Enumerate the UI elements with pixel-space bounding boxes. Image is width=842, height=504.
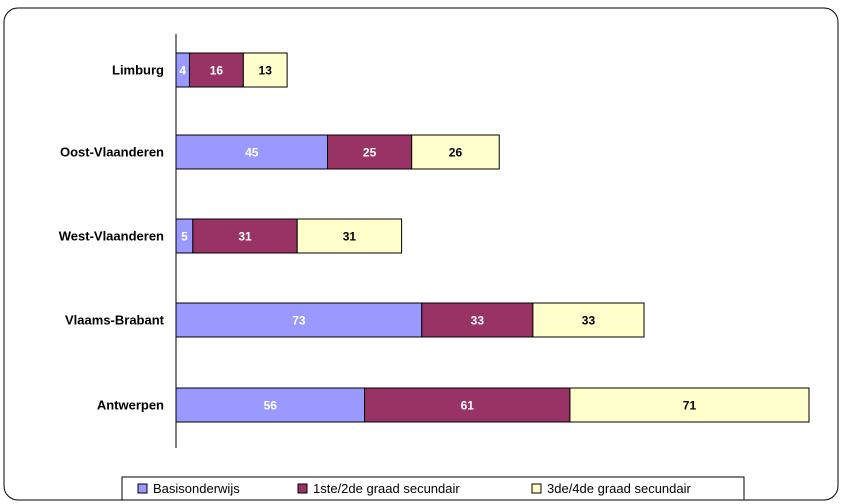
data-label-west-vlaanderen-series-2: 31	[238, 230, 252, 244]
data-label-bg-antwerpen-series-2	[458, 397, 477, 413]
legend-box	[121, 476, 745, 501]
legend-label-3: 3de/4de graad secundair	[547, 481, 692, 496]
data-label-oost-vlaanderen-series-1: 45	[245, 146, 259, 160]
data-label-bg-antwerpen-series-1	[261, 397, 280, 413]
legend-swatch-3	[531, 483, 542, 494]
data-label-antwerpen-series-3: 71	[683, 399, 697, 413]
legend-swatch-2	[297, 483, 308, 494]
category-label-oost-vlaanderen: Oost-Vlaanderen	[60, 145, 164, 160]
data-label-bg-antwerpen-series-3	[680, 397, 699, 413]
category-label-vlaams-brabant: Vlaams-Brabant	[65, 313, 165, 328]
data-label-west-vlaanderen-series-1: 5	[181, 230, 188, 244]
data-label-oost-vlaanderen-series-2: 25	[363, 146, 377, 160]
data-label-west-vlaanderen-series-3: 31	[343, 230, 357, 244]
data-label-vlaams-brabant-series-1: 73	[292, 314, 306, 328]
data-label-limburg-series-2: 16	[210, 64, 224, 78]
data-label-oost-vlaanderen-series-3: 26	[449, 146, 463, 160]
data-label-vlaams-brabant-series-3: 33	[582, 314, 596, 328]
plot-area: 4 16 13 45 25 26 5 31 31 73 33 33 56 61 71	[175, 52, 810, 423]
data-label-bg-west-vlaanderen-series-1	[178, 228, 190, 244]
data-label-bg-limburg-series-3	[256, 62, 275, 78]
data-label-antwerpen-series-2: 61	[461, 399, 475, 413]
data-label-bg-oost-vlaanderen-series-2	[360, 144, 379, 160]
legend-label-2: 1ste/2de graad secundair	[313, 481, 460, 496]
data-label-vlaams-brabant-series-2: 33	[471, 314, 485, 328]
data-label-bg-vlaams-brabant-series-2	[468, 312, 487, 328]
category-label-west-vlaanderen: West-Vlaanderen	[59, 229, 164, 244]
legend: Basisonderwijs 1ste/2de graad secundair 3d…	[121, 476, 745, 501]
category-label-antwerpen: Antwerpen	[97, 398, 164, 413]
data-label-antwerpen-series-1: 56	[264, 399, 278, 413]
category-label-limburg: Limburg	[112, 63, 164, 78]
data-label-bg-vlaams-brabant-series-1	[289, 312, 308, 328]
chart-border	[3, 7, 839, 501]
data-label-bg-limburg-series-2	[207, 62, 226, 78]
data-label-bg-west-vlaanderen-series-3	[340, 228, 359, 244]
data-label-limburg-series-1: 4	[179, 64, 186, 78]
legend-swatch-1	[137, 483, 148, 494]
legend-label-1: Basisonderwijs	[153, 481, 240, 496]
data-label-bg-oost-vlaanderen-series-3	[446, 144, 465, 160]
category-labels: Limburg Oost-Vlaanderen West-Vlaanderen Vla…	[59, 63, 165, 413]
data-label-bg-vlaams-brabant-series-3	[579, 312, 598, 328]
data-label-limburg-series-3: 13	[259, 64, 273, 78]
data-label-bg-west-vlaanderen-series-2	[236, 228, 255, 244]
data-label-bg-oost-vlaanderen-series-1	[242, 144, 261, 160]
data-label-bg-limburg-series-1	[177, 62, 189, 78]
